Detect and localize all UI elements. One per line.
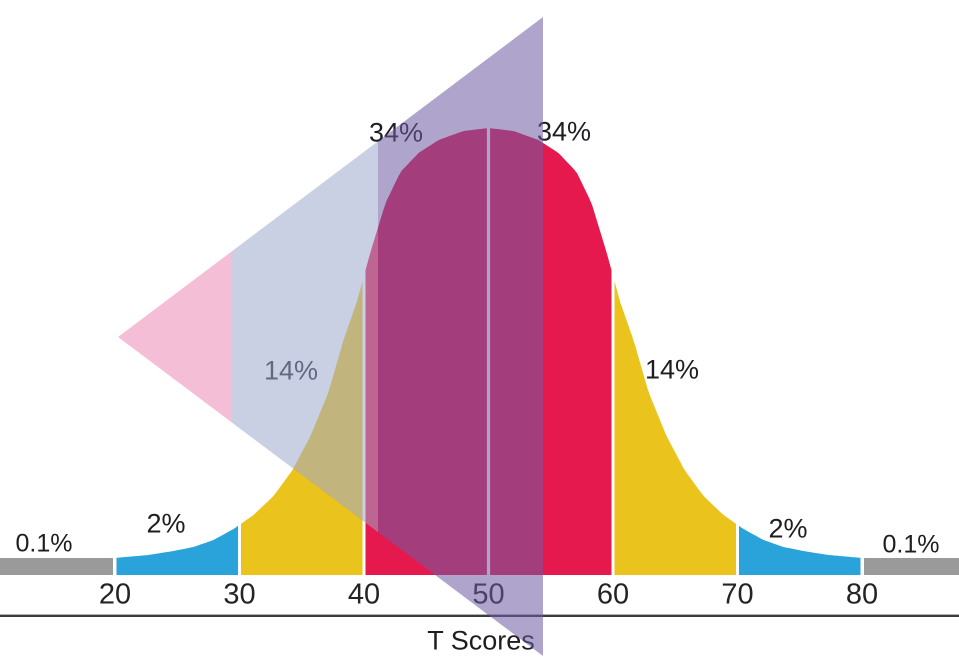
percent-label-3: 34% — [368, 117, 424, 148]
segment-sd-plus1-plus2 — [614, 281, 736, 575]
percent-label-4: 34% — [536, 116, 592, 147]
tick-label-80: 80 — [845, 578, 879, 611]
tick-label-40: 40 — [347, 578, 381, 611]
tick-label-60: 60 — [596, 578, 630, 611]
tick-label-50: 50 — [472, 578, 505, 611]
tick-label-20: 20 — [98, 578, 132, 611]
percent-label-5: 14% — [644, 354, 700, 385]
x-axis-title: T Scores — [427, 625, 535, 656]
percent-label-7: 0.1% — [882, 530, 940, 559]
percent-label-6: 2% — [768, 513, 808, 544]
tick-label-30: 30 — [223, 578, 256, 611]
tick-label-70: 70 — [721, 578, 754, 611]
percent-label-0: 0.1% — [15, 529, 73, 558]
percent-label-1: 2% — [146, 508, 186, 539]
percent-label-2: 14% — [263, 355, 319, 386]
segment-far-right-tail — [864, 558, 959, 575]
segment-sd-plus2-plus3 — [739, 525, 861, 575]
segment-far-left-tail — [0, 558, 113, 575]
